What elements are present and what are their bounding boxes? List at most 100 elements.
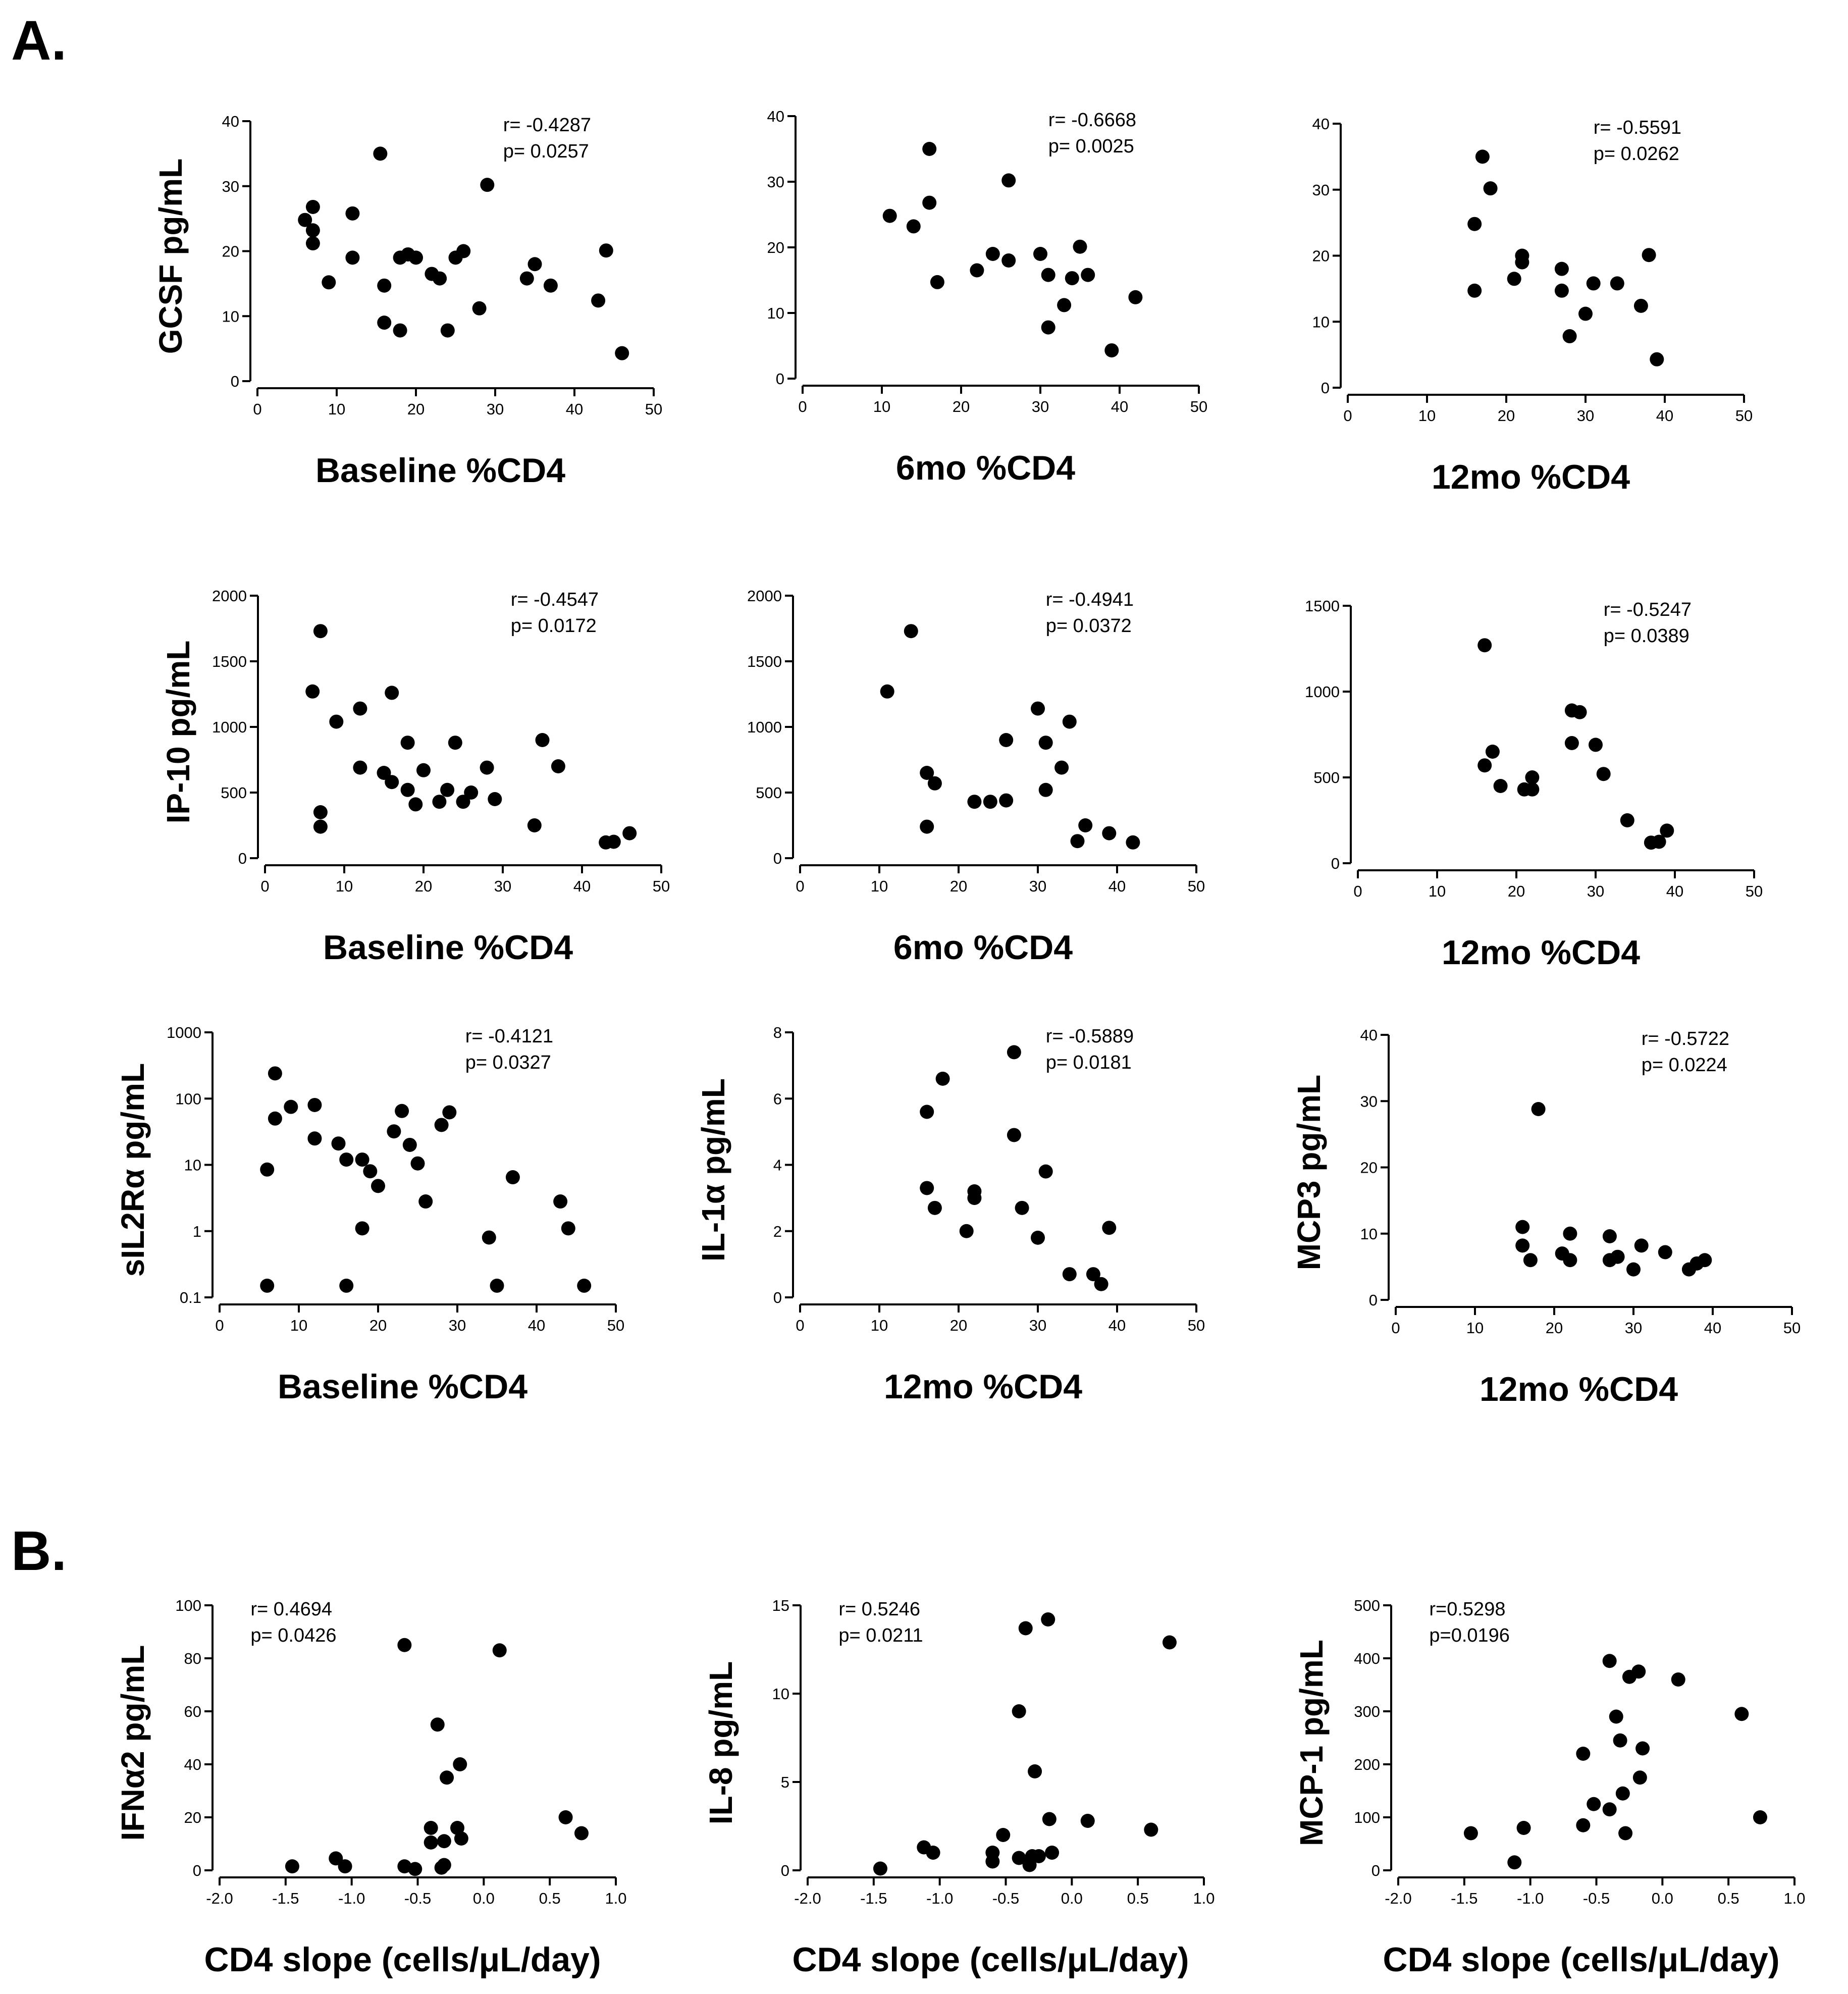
data-point: [1596, 767, 1611, 781]
y-axis-label: IP-10 pg/mL: [160, 641, 196, 824]
y-tick-label: 10: [767, 304, 784, 322]
x-tick-label: -0.5: [1583, 1890, 1610, 1907]
data-point: [305, 684, 320, 699]
data-point: [577, 1278, 592, 1293]
data-point: [922, 142, 937, 156]
data-point: [606, 834, 621, 849]
data-point: [442, 1105, 457, 1120]
x-tick-label: 10: [1466, 1319, 1484, 1337]
data-point: [1610, 1249, 1625, 1264]
stat-annotation: r=0.5298: [1429, 1599, 1505, 1620]
data-point: [505, 1170, 520, 1185]
x-tick-label: 10: [1418, 407, 1436, 425]
data-point: [1045, 1846, 1060, 1860]
data-point: [1523, 1253, 1538, 1268]
y-axis-label: IFNα2 pg/mL: [115, 1645, 151, 1841]
x-tick-label: 50: [1746, 882, 1763, 900]
data-point: [906, 219, 921, 234]
data-point: [345, 206, 360, 221]
y-tick-label: 0: [231, 373, 239, 390]
data-point: [983, 795, 997, 809]
data-point: [385, 775, 399, 790]
data-point: [488, 792, 502, 806]
x-axis-label: 12mo %CD4: [884, 1368, 1082, 1406]
data-point: [1578, 306, 1593, 321]
data-point: [1094, 1277, 1108, 1291]
y-axis-label: GCSF pg/mL: [152, 159, 189, 354]
y-tick-label: 0: [1331, 855, 1340, 872]
data-point: [1038, 1164, 1053, 1179]
x-tick-label: 50: [1190, 398, 1207, 415]
y-tick-label: 0: [1369, 1291, 1378, 1309]
x-tick-label: 50: [1783, 1319, 1801, 1337]
x-tick-label: 40: [528, 1317, 545, 1334]
x-tick-label: -1.0: [926, 1890, 953, 1907]
x-tick-label: -0.5: [404, 1890, 431, 1907]
x-tick-label: 30: [494, 877, 511, 895]
x-tick-label: -1.0: [338, 1890, 365, 1907]
data-point: [329, 714, 344, 729]
data-point: [1028, 1764, 1042, 1778]
x-tick-label: 30: [1032, 398, 1049, 415]
data-point: [1615, 1786, 1630, 1801]
data-point: [482, 1230, 496, 1245]
y-tick-label: 40: [184, 1756, 201, 1773]
data-point: [409, 250, 423, 265]
data-point: [1515, 1220, 1530, 1234]
data-point: [615, 346, 629, 360]
y-tick-label: 40: [1360, 1026, 1378, 1044]
data-point: [967, 795, 982, 809]
data-point: [1128, 290, 1143, 304]
y-tick-label: 2000: [747, 587, 782, 605]
x-tick-label: 30: [1029, 877, 1046, 895]
data-point: [1753, 1810, 1767, 1824]
data-point: [1587, 1797, 1601, 1811]
stat-annotation: p= 0.0426: [250, 1625, 336, 1646]
x-tick-label: 50: [1188, 1317, 1205, 1334]
data-point: [1062, 714, 1077, 729]
data-point: [882, 208, 897, 223]
data-point: [418, 1194, 433, 1209]
stat-annotation: p=0.0196: [1429, 1625, 1510, 1646]
y-tick-label: 10: [222, 307, 239, 325]
data-point: [970, 263, 984, 278]
data-point: [543, 278, 558, 293]
x-tick-label: 10: [871, 877, 888, 895]
x-tick-label: -1.5: [272, 1890, 299, 1907]
data-point: [313, 819, 328, 834]
x-tick-label: 0: [260, 877, 269, 895]
y-tick-label: 0: [773, 850, 782, 867]
x-tick-label: 10: [336, 877, 353, 895]
data-point: [400, 782, 415, 797]
data-point: [935, 1071, 950, 1086]
stat-annotation: p= 0.0262: [1594, 143, 1679, 165]
data-point: [1477, 638, 1492, 653]
data-point: [416, 763, 431, 777]
data-point: [339, 1152, 354, 1167]
stat-annotation: r= -0.4547: [511, 589, 599, 610]
data-point: [260, 1162, 275, 1177]
y-axis-label: IL-1α pg/mL: [695, 1078, 731, 1262]
data-point: [338, 1859, 352, 1874]
data-point: [345, 250, 360, 265]
data-point: [1632, 1770, 1647, 1785]
stat-annotation: r= -0.5722: [1642, 1028, 1729, 1050]
data-point: [1563, 1226, 1577, 1241]
data-point: [1562, 329, 1577, 344]
data-point: [268, 1111, 282, 1126]
data-point: [873, 1861, 887, 1876]
data-point: [313, 624, 328, 639]
data-point: [408, 797, 423, 812]
data-point: [1602, 1654, 1617, 1668]
data-point: [492, 1643, 507, 1658]
y-tick-label: 100: [175, 1597, 201, 1614]
data-point: [927, 776, 942, 791]
x-tick-label: 50: [607, 1317, 624, 1334]
data-point: [1038, 782, 1053, 797]
data-point: [377, 316, 392, 330]
x-tick-label: 20: [953, 398, 970, 415]
data-point: [1650, 352, 1664, 366]
data-point: [1658, 1245, 1672, 1260]
x-tick-label: 20: [1498, 407, 1515, 425]
data-point: [424, 1821, 438, 1835]
